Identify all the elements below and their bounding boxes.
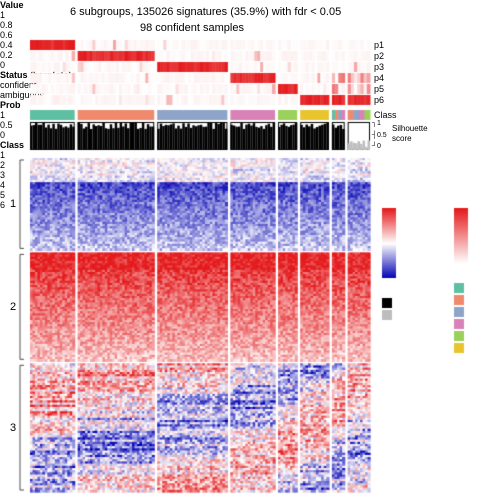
silh-tick: ┤0.5: [372, 132, 387, 139]
prob-row-label: p4: [374, 73, 384, 83]
prob-row-label: p1: [374, 40, 384, 50]
prob-row-label: p6: [374, 95, 384, 105]
silh-label: score: [392, 134, 412, 143]
prob-row-label: p3: [374, 62, 384, 72]
silh-tick: ┐1: [372, 120, 381, 127]
heatmap-row-label: 3: [10, 422, 16, 434]
prob-row-label: p2: [374, 51, 384, 61]
class-label: Class: [374, 110, 397, 120]
heatmap-row-label: 1: [10, 198, 16, 210]
silh-label: Silhouette: [392, 124, 428, 133]
prob-row-label: p5: [374, 84, 384, 94]
silh-tick: ┘0: [372, 143, 381, 150]
heatmap-canvas: [0, 0, 504, 504]
heatmap-row-label: 2: [10, 301, 16, 313]
